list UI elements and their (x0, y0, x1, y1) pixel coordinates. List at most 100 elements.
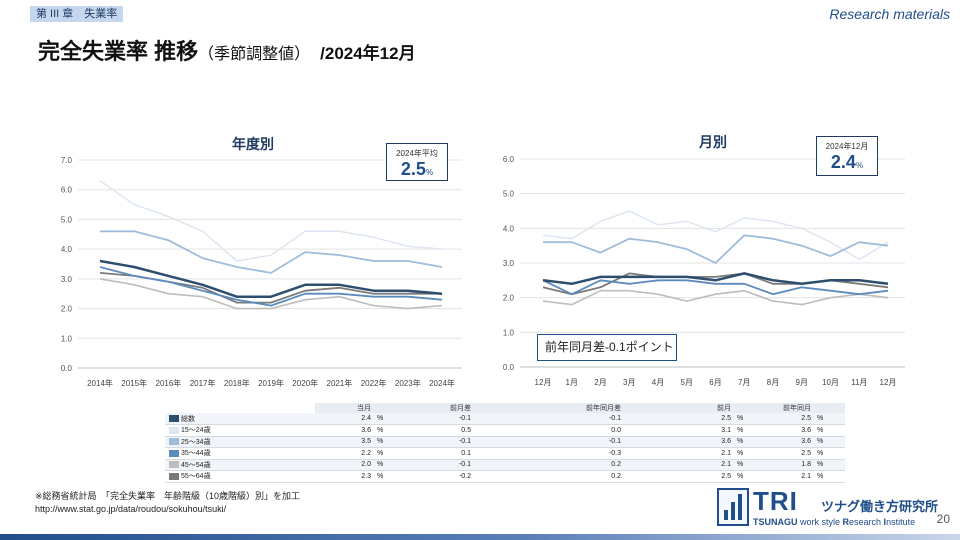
table-cell-unit: % (815, 459, 845, 471)
table-cell-cur: 3.6 (315, 424, 375, 437)
monthly-x-tick-label: 12月 (535, 378, 552, 387)
yearly-y-tick-label: 5.0 (61, 215, 73, 224)
yearly-x-tick-label: 2019年 (258, 378, 284, 388)
table-header-gap (375, 403, 395, 413)
table-cell-unit: % (375, 436, 395, 448)
title-main: 完全失業率 推移 (38, 39, 199, 64)
page-title: 完全失業率 推移（季節調整値） /2024年12月 (38, 34, 416, 66)
table-header-gap3 (815, 403, 845, 413)
table-cell-group-name: 総数 (165, 413, 315, 425)
yearly-x-tick-label: 2015年 (121, 378, 147, 388)
monthly-x-tick-label: 1月 (566, 378, 578, 387)
monthly-series-line-age35_44 (542, 279, 889, 296)
chapter-tag: 第 III 章 失業率 (30, 6, 124, 22)
monthly-series-line-total (542, 272, 889, 286)
table-cell-unit: % (375, 470, 395, 483)
source-line-1: ※総務省統計局 「完全失業率 年齢階級（10歳階級）別」を加工 (35, 491, 301, 501)
table-cell-unit: % (815, 447, 845, 460)
table-cell-unit: % (815, 424, 845, 437)
logo-japanese-name: ツナグ働き方研究所 (821, 499, 939, 514)
table-cell-yoy: -0.1 (475, 413, 625, 425)
title-date: /2024年12月 (320, 44, 416, 63)
table-cell-group-name: 35～44歳 (165, 447, 315, 460)
table-cell-prev_year: 2.5 (755, 447, 815, 460)
monthly-latest-box: 2024年12月 2.4% (816, 136, 878, 176)
table-group-label: 25～34歳 (181, 438, 211, 446)
monthly-y-tick-label: 4.0 (503, 224, 515, 233)
source-url[interactable]: http://www.stat.go.jp/data/roudou/sokuho… (35, 504, 227, 514)
chart-title-monthly: 月別 (699, 134, 727, 150)
yearly-average-box: 2024年平均 2.5% (386, 143, 448, 181)
yearly-average-unit: % (425, 168, 434, 177)
monthly-x-tick-label: 3月 (623, 378, 635, 387)
table-row: 15～24歳 3.6% 0.5 0.0 3.1% 3.6% (165, 424, 845, 437)
table-row: 55～64歳 2.3% -0.2 0.2 2.5% 2.1% (165, 470, 845, 483)
table-cell-prev: 3.6 (625, 436, 735, 448)
table-cell-mom: -0.1 (395, 436, 475, 448)
yearly-x-tick-label: 2021年 (327, 378, 353, 388)
table-cell-unit: % (375, 424, 395, 437)
table-header-yoy: 前年同月差 (475, 403, 625, 413)
table-cell-mom: 0.5 (395, 424, 475, 437)
legend-swatch (169, 438, 179, 446)
logo-badge-icon (717, 488, 749, 526)
research-materials-label: Research materials (829, 6, 950, 22)
table-cell-cur: 2.2 (315, 447, 375, 460)
table-cell-prev_year: 2.5 (755, 413, 815, 425)
page-number: 20 (936, 512, 950, 526)
monthly-x-tick-label: 4月 (652, 378, 664, 387)
yearly-y-tick-label: 4.0 (61, 245, 73, 254)
monthly-y-tick-label: 6.0 (503, 155, 515, 164)
table-cell-prev: 2.5 (625, 413, 735, 425)
tri-logo: TRI ツナグ働き方研究所 TSUNAGU work style Researc… (717, 486, 938, 530)
yearly-x-tick-label: 2022年 (361, 378, 387, 388)
table-cell-cur: 2.3 (315, 470, 375, 483)
legend-swatch (169, 426, 179, 434)
monthly-x-tick-label: 12月 (880, 378, 897, 387)
table-cell-unit: % (735, 413, 755, 425)
bottom-accent-bar (0, 534, 960, 540)
monthly-series-line-age15_24 (542, 210, 889, 261)
yearly-series-line-age25_34 (100, 230, 443, 274)
table-cell-cur: 2.0 (315, 459, 375, 471)
yearly-x-tick-label: 2017年 (190, 378, 216, 388)
table-cell-prev_year: 1.8 (755, 459, 815, 471)
table-header-row: 当月 前月差 前年同月差 前月 前年同月 (165, 403, 845, 413)
monthly-x-tick-label: 11月 (851, 378, 867, 387)
table-group-label: 35～44歳 (181, 450, 211, 458)
yearly-x-tick-label: 2018年 (224, 378, 250, 388)
monthly-x-tick-label: 6月 (709, 378, 721, 387)
table-group-label: 15～24歳 (181, 427, 211, 435)
logo-bar (731, 502, 735, 520)
legend-swatch (169, 415, 179, 423)
monthly-x-tick-label: 7月 (738, 378, 750, 387)
yearly-y-tick-label: 0.0 (61, 364, 73, 373)
logo-en-esearch: esearch (849, 517, 884, 527)
table-header-current: 当月 (315, 403, 375, 413)
table-group-label: 55～64歳 (181, 473, 211, 481)
logo-bar (738, 494, 742, 520)
table-cell-mom: -0.1 (395, 413, 475, 425)
monthly-series-line-age25_34 (543, 234, 889, 264)
logo-bar (724, 510, 728, 520)
stats-table: 当月 前月差 前年同月差 前月 前年同月 総数 2.4% -0.1 -0.1 2.5% 2… (165, 403, 845, 483)
table-cell-unit: % (735, 424, 755, 437)
table-cell-prev_year: 3.6 (755, 424, 815, 437)
table-cell-mom: -0.2 (395, 470, 475, 483)
table-cell-prev: 3.1 (625, 424, 735, 437)
table-cell-prev_year: 3.6 (755, 436, 815, 448)
table-cell-yoy: -0.3 (475, 447, 625, 460)
logo-en-tsunagu: TSUNAGU (753, 517, 798, 527)
table-cell-unit: % (375, 459, 395, 471)
monthly-y-tick-label: 5.0 (503, 190, 515, 199)
yearly-y-tick-label: 6.0 (61, 186, 73, 195)
table-row: 25～34歳 3.5% -0.1 -0.1 3.6% 3.6% (165, 436, 845, 448)
monthly-latest-value: 2.4 (830, 152, 856, 172)
yearly-series-line-age55_64 (99, 272, 442, 304)
table-cell-unit: % (735, 459, 755, 471)
table-cell-unit: % (735, 436, 755, 448)
table-cell-unit: % (815, 413, 845, 425)
table-header-prev-year: 前年同月 (755, 403, 815, 413)
yearly-series-line-total (99, 259, 443, 298)
yearly-series-line-age45_54 (99, 278, 443, 310)
